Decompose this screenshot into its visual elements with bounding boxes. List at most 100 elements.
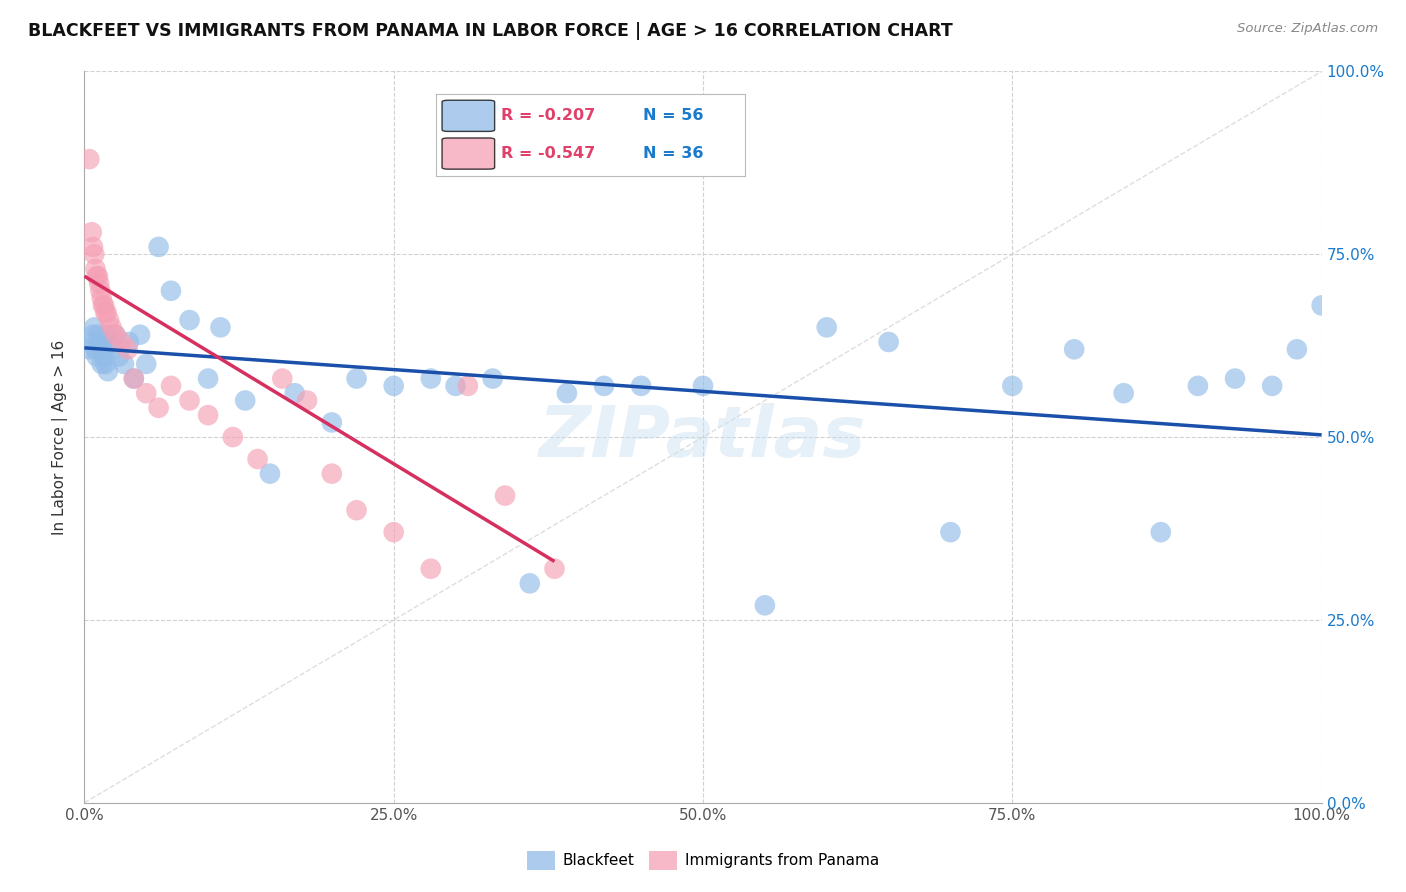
Point: [1261, 379, 1284, 393]
Point: [94, 306, 117, 320]
Point: [90, 291, 112, 305]
Point: [754, 599, 776, 613]
Point: [233, 393, 256, 408]
Point: [84, 261, 107, 276]
Point: [93, 350, 115, 364]
Text: N = 56: N = 56: [643, 108, 703, 123]
Point: [179, 393, 201, 408]
Point: [148, 401, 170, 415]
Point: [86, 269, 108, 284]
Point: [93, 298, 115, 312]
Point: [104, 327, 127, 342]
Point: [82, 327, 104, 342]
Point: [117, 343, 139, 357]
Point: [108, 350, 131, 364]
Point: [209, 320, 232, 334]
Point: [519, 576, 541, 591]
Point: [494, 489, 516, 503]
Point: [129, 327, 152, 342]
Point: [593, 379, 616, 393]
Point: [90, 357, 112, 371]
Point: [1223, 371, 1246, 385]
Point: [543, 562, 565, 576]
Point: [80, 334, 103, 349]
Point: [222, 430, 245, 444]
Point: [98, 313, 121, 327]
Point: [481, 371, 503, 385]
Point: [1063, 343, 1085, 357]
Point: [97, 364, 120, 378]
Point: [815, 320, 838, 334]
Point: [89, 334, 111, 349]
Point: [86, 350, 108, 364]
Point: [444, 379, 467, 393]
Point: [246, 452, 269, 467]
Point: [91, 343, 114, 357]
Y-axis label: In Labor Force | Age > 16: In Labor Force | Age > 16: [52, 340, 69, 534]
Point: [1187, 379, 1209, 393]
Point: [83, 320, 105, 334]
Point: [91, 298, 114, 312]
Point: [87, 327, 110, 342]
Point: [89, 277, 111, 291]
Point: [259, 467, 281, 481]
Point: [630, 379, 652, 393]
Point: [382, 379, 405, 393]
Point: [122, 371, 145, 385]
Point: [1150, 525, 1173, 540]
Point: [135, 357, 157, 371]
Text: BLACKFEET VS IMMIGRANTS FROM PANAMA IN LABOR FORCE | AGE > 16 CORRELATION CHART: BLACKFEET VS IMMIGRANTS FROM PANAMA IN L…: [28, 22, 953, 40]
Point: [321, 416, 343, 430]
Point: [179, 313, 201, 327]
Text: R = -0.207: R = -0.207: [501, 108, 595, 123]
Text: ZIPatlas: ZIPatlas: [540, 402, 866, 472]
Point: [346, 371, 368, 385]
Point: [110, 334, 132, 349]
Point: [457, 379, 479, 393]
Point: [96, 306, 118, 320]
FancyBboxPatch shape: [441, 100, 495, 131]
Point: [79, 152, 101, 166]
Point: [1285, 343, 1308, 357]
Point: [419, 371, 441, 385]
Point: [122, 371, 145, 385]
Point: [555, 386, 578, 401]
Point: [148, 240, 170, 254]
Point: [100, 343, 122, 357]
Point: [84, 343, 107, 357]
Point: [118, 334, 141, 349]
Text: R = -0.547: R = -0.547: [501, 146, 595, 161]
Point: [692, 379, 714, 393]
Point: [89, 343, 111, 357]
Point: [80, 225, 103, 239]
Point: [271, 371, 294, 385]
Text: N = 36: N = 36: [643, 146, 703, 161]
Point: [939, 525, 962, 540]
Point: [346, 503, 368, 517]
Point: [79, 343, 101, 357]
Point: [419, 562, 441, 576]
Point: [877, 334, 900, 349]
Point: [100, 320, 122, 334]
Point: [382, 525, 405, 540]
Legend: Blackfeet, Immigrants from Panama: Blackfeet, Immigrants from Panama: [522, 845, 884, 876]
Point: [1112, 386, 1135, 401]
Point: [94, 357, 117, 371]
Point: [284, 386, 307, 401]
Point: [160, 284, 183, 298]
FancyBboxPatch shape: [441, 138, 495, 169]
Point: [104, 327, 127, 342]
Point: [197, 371, 219, 385]
Text: Source: ZipAtlas.com: Source: ZipAtlas.com: [1237, 22, 1378, 36]
Point: [82, 240, 104, 254]
Point: [1001, 379, 1024, 393]
Point: [160, 379, 183, 393]
Point: [321, 467, 343, 481]
Point: [135, 386, 157, 401]
Point: [98, 334, 121, 349]
Point: [295, 393, 318, 408]
Point: [197, 408, 219, 422]
Point: [87, 269, 110, 284]
Point: [89, 284, 111, 298]
Point: [96, 327, 118, 342]
